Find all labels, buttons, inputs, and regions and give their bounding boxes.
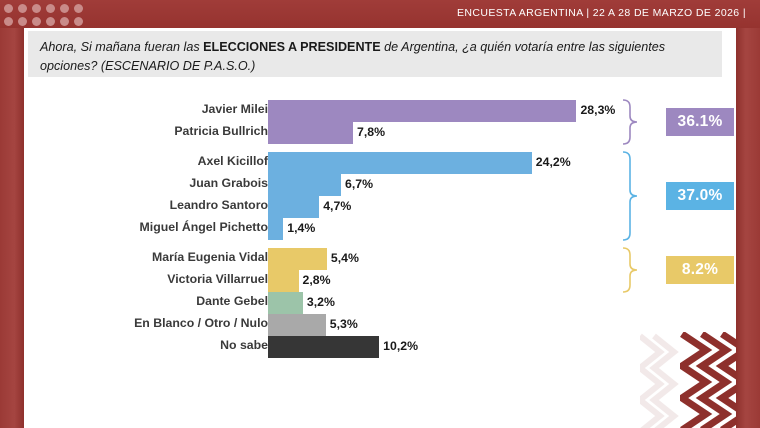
decor-dot [60,17,69,26]
zigzag-decoration [680,332,736,428]
bar-value-label: 1,4% [287,221,316,235]
question-text: Ahora, Si mañana fueran las ELECCIONES A… [40,38,710,76]
table-row: Juan Grabois 6,7% [24,174,736,196]
bar [268,196,320,218]
bar [268,248,327,270]
bar-label: Patricia Bullrich [174,124,268,138]
question-part2: de Argentina, ¿a quién votaría entre las… [40,40,666,73]
bar-value-label: 28,3% [580,103,616,117]
bar-label: Leandro Santoro [169,198,268,212]
bar-label: Victoria Villarruel [167,272,268,286]
bar-value-label: 3,2% [306,295,335,309]
header-band-fill [0,0,760,28]
decor-dot [18,17,27,26]
bar [268,336,380,358]
table-row: Patricia Bullrich 7,8% [24,122,736,144]
bar-value-label: 6,7% [345,177,374,191]
group-brace [622,99,638,145]
decor-dot [74,17,83,26]
bar [268,218,284,240]
question-bold: ELECCIONES A PRESIDENTE [203,40,381,54]
decor-dot [46,17,55,26]
question-part1: Ahora, Si mañana fueran las [40,40,204,54]
group-total-bloque-azul: 37.0% [666,182,734,210]
bar-label: Dante Gebel [196,294,268,308]
table-row: Leandro Santoro 4,7% [24,196,736,218]
bar [268,174,342,196]
bar-value-label: 5,4% [330,251,359,265]
table-row: María Eugenia Vidal 5,4% [24,248,736,270]
decor-dot [4,17,13,26]
bar-label: En Blanco / Otro / Nulo [134,316,268,330]
bar-value-label: 5,3% [329,317,358,331]
table-row: Victoria Villarruel 2,8% [24,270,736,292]
group-brace [622,151,638,241]
bar-label: Javier Milei [201,102,268,116]
left-stripe [0,28,24,428]
bar [268,152,532,174]
decor-dot [60,4,69,13]
table-row: Javier Milei 28,3% [24,100,736,122]
bar-label: No sabe [220,338,268,352]
bar [268,270,299,292]
bar-label: Miguel Ángel Pichetto [139,220,268,234]
decor-dot [32,17,41,26]
decor-dot [74,4,83,13]
bar-value-label: 7,8% [357,125,386,139]
decor-dot [4,4,13,13]
group-brace [622,247,638,293]
bar-label: Axel Kicillof [197,154,268,168]
table-row: Dante Gebel 3,2% [24,292,736,314]
table-row: Miguel Ángel Pichetto 1,4% [24,218,736,240]
bar-value-label: 4,7% [323,199,352,213]
bar-value-label: 10,2% [383,339,419,353]
bar-value-label: 24,2% [535,155,571,169]
right-stripe [736,28,760,428]
header-band: ENCUESTA ARGENTINA | 22 A 28 DE MARZO DE… [0,0,760,28]
decor-dot [18,4,27,13]
table-row: En Blanco / Otro / Nulo 5,3% [24,314,736,336]
question-box: Ahora, Si mañana fueran las ELECCIONES A… [28,31,722,77]
group-total-bloque-violeta: 36.1% [666,108,734,136]
bar [268,122,354,144]
bar-label: María Eugenia Vidal [152,250,268,264]
bar [268,314,326,336]
header-title: ENCUESTA ARGENTINA | 22 A 28 DE MARZO DE… [457,7,746,19]
bar-chart: Javier Milei 28,3% Patricia Bullrich 7,8% Ax… [24,96,736,428]
bar-label: Juan Grabois [189,176,268,190]
decor-dot [32,4,41,13]
bar-value-label: 2,8% [302,273,331,287]
bar [268,292,303,314]
dot-matrix-decoration [4,4,90,28]
zigzag-ghost-decoration [640,333,679,428]
table-row: Axel Kicillof 24,2% [24,152,736,174]
bar [268,100,577,122]
decor-dot [46,4,55,13]
table-row: No sabe 10,2% [24,336,736,358]
group-total-bloque-amarillo: 8.2% [666,256,734,284]
